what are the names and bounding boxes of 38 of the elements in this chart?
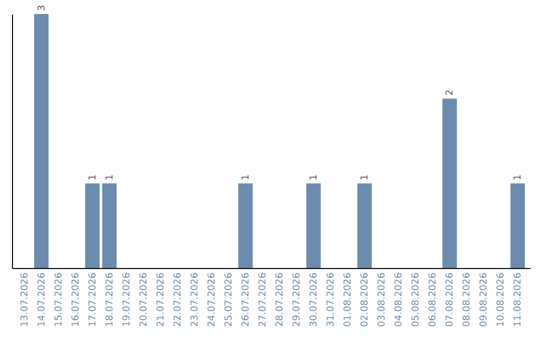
x-tick-label: 06.08.2026: [428, 272, 439, 327]
x-tick-label: 26.07.2026: [240, 272, 252, 327]
x-tick-label: 30.07.2026: [308, 272, 320, 327]
x-tick-label: 20.07.2026: [138, 272, 150, 327]
x-tick-label: 02.08.2026: [360, 272, 371, 327]
data-label: 1: [308, 174, 320, 180]
x-tick-label: 16.07.2026: [70, 272, 82, 327]
x-tick-label: 05.08.2026: [410, 272, 422, 327]
x-tick-label: 27.07.2026: [257, 272, 268, 327]
x-tick-label: 01.08.2026: [342, 272, 354, 327]
x-tick-label: 19.07.2026: [121, 272, 132, 327]
x-tick-label: 18.07.2026: [104, 272, 116, 327]
x-tick-label: 31.07.2026: [326, 272, 337, 327]
x-tick-label: 03.08.2026: [376, 272, 388, 327]
data-label: 1: [104, 174, 116, 180]
data-label: 1: [240, 174, 252, 180]
data-label: 3: [36, 4, 48, 11]
x-tick-label: 09.08.2026: [478, 272, 490, 327]
data-label: 2: [444, 90, 456, 96]
x-tick-label: 11.08.2026: [512, 272, 524, 327]
x-tick-label: 10.08.2026: [496, 272, 507, 327]
x-tick-label: 04.08.2026: [394, 272, 405, 327]
x-tick-label: 13.07.2026: [19, 272, 30, 327]
x-tick-label: 22.07.2026: [172, 272, 184, 327]
x-tick-label: 21.07.2026: [155, 272, 166, 327]
data-label: 1: [512, 174, 524, 180]
x-tick-label: 29.07.2026: [292, 272, 303, 327]
data-label: 1: [360, 174, 371, 180]
x-tick-label: 17.07.2026: [87, 272, 98, 327]
x-tick-label: 14.07.2026: [36, 272, 48, 327]
x-tick-label: 07.08.2026: [444, 272, 456, 327]
x-tick-label: 15.07.2026: [53, 272, 64, 327]
x-tick-label: 23.07.2026: [189, 272, 200, 327]
x-tick-label: 24.07.2026: [206, 272, 218, 327]
x-tick-label: 25.07.2026: [223, 272, 234, 327]
x-tick-label: 28.07.2026: [274, 272, 286, 327]
data-label: 1: [87, 174, 98, 180]
x-tick-label: 08.08.2026: [462, 272, 473, 327]
